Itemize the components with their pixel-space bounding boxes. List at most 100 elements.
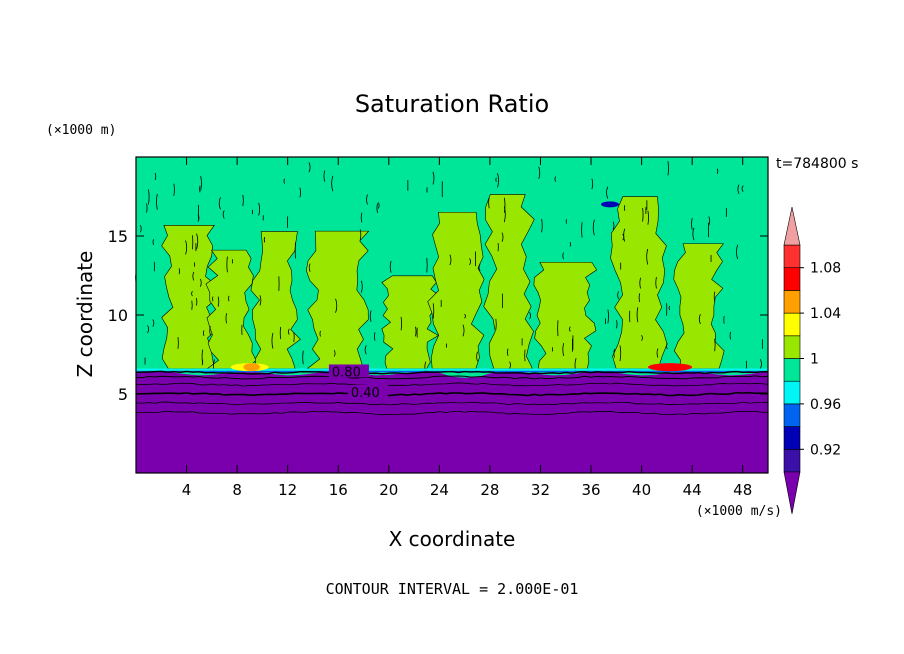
supersaturated-column: [305, 230, 370, 370]
contour-fragment: [200, 278, 202, 287]
contour-fragment: [529, 312, 532, 320]
contour-fragment: [200, 176, 202, 191]
x-tick-label: 4: [182, 481, 192, 499]
contour-fragment: [691, 218, 693, 230]
contour-fragment: [259, 295, 262, 306]
contour-fragment: [713, 291, 716, 302]
low-saturation-patch: [601, 201, 619, 208]
contour-fragment: [196, 233, 199, 250]
colorbar-extend-bottom: [783, 471, 801, 515]
colorbar-segment: [783, 426, 801, 450]
contour-fragment: [319, 330, 321, 337]
contour-fragment: [364, 345, 367, 355]
supersaturated-patch: [647, 363, 693, 372]
contour-fragment: [192, 271, 195, 281]
contour-fragment: [737, 184, 740, 194]
contour-fragment: [209, 326, 211, 336]
contour-fragment: [377, 202, 380, 209]
contour-fragment: [592, 219, 595, 236]
x-tick-label: 32: [531, 481, 550, 499]
supersaturated-column: [673, 243, 725, 370]
contour-fragment: [279, 326, 282, 340]
contour-line-0.60: [135, 382, 769, 387]
contour-fragment: [147, 325, 150, 334]
chart-title: Saturation Ratio: [355, 90, 549, 118]
contour-fragment: [760, 359, 762, 369]
colorbar-extend-top: [783, 206, 801, 246]
x-axis-title: X coordinate: [389, 527, 516, 551]
contour-fragment: [607, 309, 609, 324]
contour-fragment: [606, 186, 609, 199]
contour-label-bg: [328, 364, 369, 378]
supersaturated-patch: [243, 363, 260, 372]
contour-fragment: [152, 319, 155, 327]
contour-fragment: [173, 183, 175, 196]
x-tick-label: 40: [632, 481, 651, 499]
x-tick-label: 16: [329, 481, 348, 499]
contour-interval-footer: CONTOUR INTERVAL = 2.000E-01: [326, 580, 579, 598]
contour-fragment: [655, 276, 657, 289]
contour-fragment: [736, 244, 739, 260]
contour-fragment: [503, 197, 506, 213]
contour-fragment: [360, 212, 363, 223]
contour-fragment: [258, 202, 261, 216]
contour-fragment: [432, 303, 435, 319]
contour-fragment: [331, 175, 334, 192]
colorbar-segment: [783, 448, 801, 473]
contour-fragment: [288, 328, 290, 335]
colorbar-segment: [783, 290, 801, 314]
contour-fragment: [154, 172, 157, 181]
contour-fragment: [612, 221, 615, 230]
contour-fragment: [432, 171, 435, 185]
contour-line-1.00: [135, 370, 769, 375]
contour-fragment: [501, 232, 504, 242]
contour-fragment: [226, 256, 228, 273]
contour-fragment: [562, 343, 565, 357]
contour-fragment: [242, 194, 244, 207]
colorbar-tick-label: 1.08: [810, 261, 841, 277]
contour-fragment: [506, 348, 509, 357]
supersaturated-column: [610, 196, 668, 370]
contour-fragment: [708, 216, 711, 226]
contour-fragment: [619, 345, 622, 362]
colorbar-tick-label: 1: [810, 352, 819, 368]
contour-fragment: [569, 326, 571, 332]
contour-fragment: [212, 296, 214, 302]
contour-fragment: [741, 185, 744, 192]
contour-fragment: [497, 173, 499, 188]
y-tick-label: 5: [118, 385, 128, 404]
contour-fragment: [323, 170, 326, 182]
contour-fragment: [376, 203, 378, 213]
contour-fragment: [202, 330, 205, 337]
contour-fragment: [613, 348, 615, 358]
supersaturated-column: [533, 261, 598, 370]
contour-fragment: [464, 313, 466, 319]
x-tick-label: 8: [232, 481, 242, 499]
contour-fragment: [639, 277, 641, 289]
x-tick-label: 12: [278, 481, 297, 499]
contour-fragment: [729, 331, 732, 340]
colorbar-tick-label: 0.96: [810, 397, 841, 413]
colorbar-segment: [783, 267, 801, 291]
contour-fragment: [369, 310, 372, 323]
contour-fragment: [201, 349, 204, 364]
contour-fragment: [638, 293, 641, 303]
contour-fragment: [415, 326, 417, 337]
contour-fragment: [359, 229, 362, 241]
contour-fragment: [140, 224, 142, 233]
colorbar-segment: [783, 380, 801, 405]
x-tick-label: 20: [379, 481, 398, 499]
x-unit-label: (×1000 m/s): [696, 504, 782, 519]
y-unit-label: (×1000 m): [46, 123, 116, 138]
colorbar-segment: [783, 312, 801, 337]
contour-line-0.80: [135, 375, 769, 380]
contour-label: 0.80: [332, 365, 361, 380]
supersaturated-column: [250, 231, 301, 370]
colorbar: 0.92 0.96 1 1.04 1.08: [783, 206, 841, 515]
contour-fragment: [698, 313, 701, 325]
colorbar-segment: [783, 244, 801, 269]
supersaturated-column: [427, 211, 485, 370]
colorbar-segment: [783, 403, 801, 427]
contour-fragment: [185, 240, 188, 255]
contour-line-0.20: [135, 401, 769, 406]
